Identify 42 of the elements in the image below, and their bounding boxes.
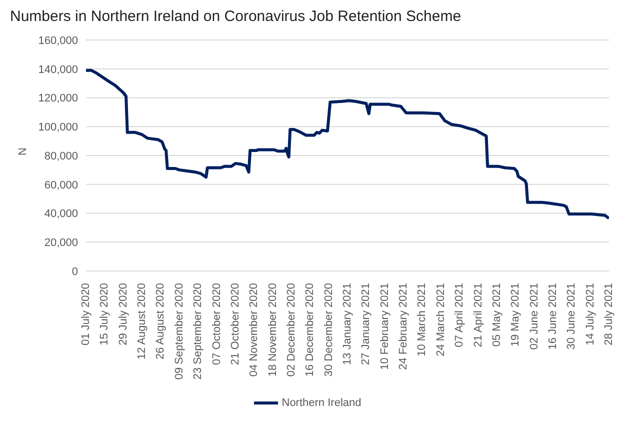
legend-label: Northern Ireland — [282, 396, 362, 409]
x-tick-label: 19 May 2021 — [510, 283, 522, 347]
x-tick-label: 02 December 2020 — [285, 283, 298, 377]
x-tick-label: 05 May 2021 — [490, 283, 503, 347]
y-tick-label: 80,000 — [44, 150, 78, 162]
x-tick-label: 14 July 2021 — [584, 283, 596, 346]
x-tick-label: 18 November 2020 — [266, 283, 279, 377]
y-tick-label: 60,000 — [44, 179, 78, 192]
y-tick-label: 40,000 — [44, 208, 78, 220]
x-tick-label: 04 November 2020 — [248, 283, 260, 377]
x-tick-label: 07 October 2020 — [210, 283, 223, 365]
x-tick-label: 29 July 2020 — [117, 283, 130, 346]
y-tick-label: 140,000 — [38, 64, 78, 76]
chart-title: Numbers in Northern Ireland on Coronavirus Job Retention Scheme — [9, 8, 462, 27]
y-tick-label: 160,000 — [38, 34, 78, 47]
y-tick-label: 0 — [72, 266, 78, 278]
x-tick-label: 30 June 2021 — [566, 283, 578, 350]
x-tick-label: 24 February 2021 — [398, 283, 410, 370]
x-tick-label: 24 March 2021 — [434, 283, 447, 356]
y-tick-label: 100,000 — [38, 122, 78, 134]
x-tick-label: 26 August 2020 — [154, 283, 167, 360]
x-tick-label: 27 January 2021 — [360, 283, 372, 365]
y-tick-label: 120,000 — [38, 92, 78, 105]
x-tick-label: 13 January 2021 — [342, 283, 354, 365]
x-tick-label: 21 October 2020 — [229, 283, 242, 365]
x-tick-label: 16 June 2021 — [546, 283, 559, 350]
x-tick-label: 01 July 2020 — [80, 283, 92, 346]
x-tick-label: 21 April 2021 — [472, 283, 484, 348]
y-tick-label: 20,000 — [44, 237, 78, 250]
y-axis-title: N — [16, 148, 29, 156]
x-tick-label: 30 December 2020 — [322, 283, 335, 377]
x-tick-label: 02 June 2021 — [528, 283, 540, 350]
x-tick-label: 07 April 2021 — [454, 283, 466, 348]
x-tick-label: 28 July 2021 — [603, 283, 615, 346]
x-tick-label: 12 August 2020 — [136, 283, 148, 360]
line-series — [86, 68, 609, 220]
x-tick-label: 10 March 2021 — [416, 283, 428, 356]
x-tick-label: 10 February 2021 — [378, 283, 391, 370]
x-tick-label: 09 September 2020 — [173, 283, 186, 380]
x-tick-label: 16 December 2020 — [304, 283, 316, 377]
x-tick-label: 23 September 2020 — [192, 283, 204, 380]
x-tick-label: 15 July 2020 — [98, 283, 111, 346]
